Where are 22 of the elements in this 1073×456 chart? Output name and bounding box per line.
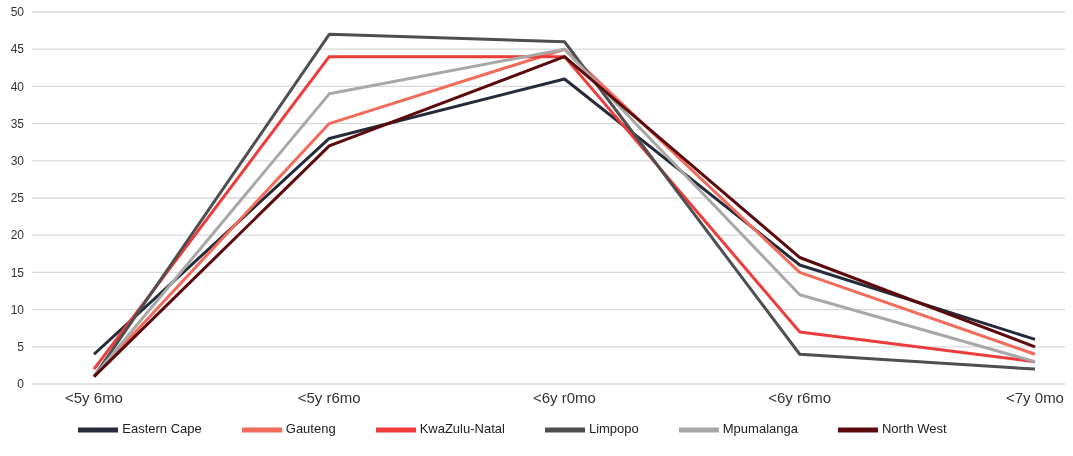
legend-label: Limpopo (588, 421, 639, 437)
y-tick-label: 35 (10, 116, 25, 131)
x-tick-label: <7y 0mo (1006, 388, 1064, 406)
y-tick-label: 10 (10, 302, 25, 317)
y-tick-label: 50 (10, 5, 25, 20)
x-tick-label: <6y r6mo (768, 388, 832, 406)
x-tick-label: <6y r0mo (533, 388, 596, 406)
x-tick-label: <5y 6mo (65, 388, 123, 406)
y-tick-label: 25 (10, 191, 25, 206)
y-tick-label: 45 (10, 42, 25, 57)
legend-label: Eastern Cape (122, 421, 202, 437)
x-tick-label: <5y r6mo (297, 388, 361, 406)
y-tick-label: 40 (10, 79, 25, 94)
y-tick-label: 5 (17, 340, 25, 355)
y-tick-label: 20 (10, 228, 25, 243)
legend-label: Mpumalanga (722, 421, 798, 437)
y-tick-label: 30 (10, 154, 25, 169)
y-tick-label: 15 (10, 265, 25, 280)
legend-label: KwaZulu-Natal (419, 421, 505, 437)
legend-label: Gauteng (285, 421, 336, 437)
y-tick-label: 0 (17, 377, 25, 392)
legend-label: North West (881, 421, 947, 437)
